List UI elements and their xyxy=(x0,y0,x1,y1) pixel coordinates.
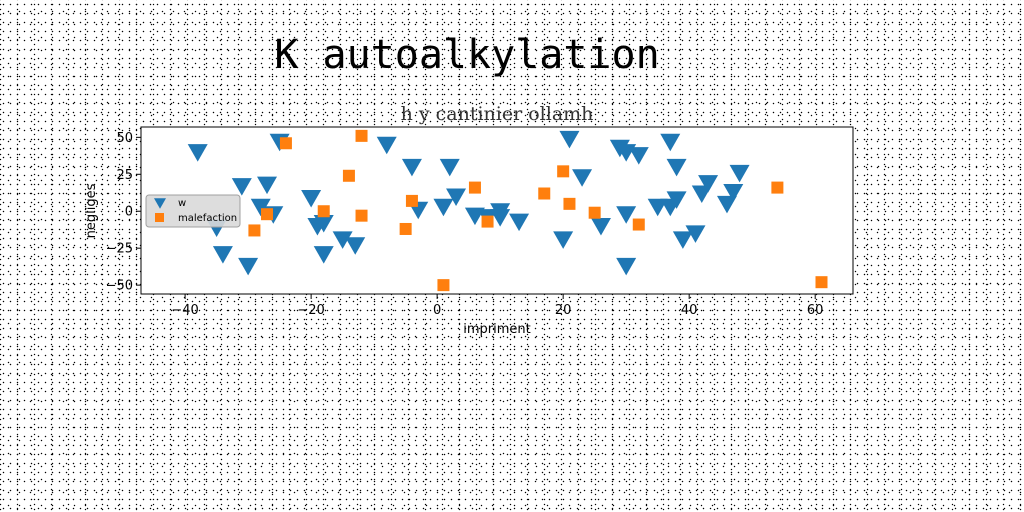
legend-marker-w xyxy=(154,198,166,209)
point-malefaction-0 xyxy=(248,224,261,237)
legend-label-w: w xyxy=(178,198,186,209)
point-w-6 xyxy=(257,176,278,195)
x-tick-label: 20 xyxy=(555,303,572,318)
y-tick-label: 25 xyxy=(116,168,133,183)
point-w-34 xyxy=(628,147,649,165)
point-w-11 xyxy=(313,215,334,233)
point-w-29 xyxy=(590,218,611,236)
point-malefaction-12 xyxy=(538,187,551,200)
x-axis-ticks: −40 −20 0 20 40 60 xyxy=(171,294,823,318)
page-title: K autoalkylation xyxy=(274,32,660,78)
point-w-5 xyxy=(250,198,271,217)
x-tick-label: 40 xyxy=(681,303,698,318)
point-w-40 xyxy=(672,231,693,249)
point-w-2 xyxy=(212,246,233,264)
point-w-44 xyxy=(716,195,737,214)
point-malefaction-8 xyxy=(405,194,418,207)
point-malefaction-4 xyxy=(342,169,355,182)
point-w-0 xyxy=(187,144,208,162)
point-w-41 xyxy=(685,225,706,243)
point-w-28 xyxy=(572,169,593,187)
point-malefaction-18 xyxy=(815,276,828,289)
point-malefaction-9 xyxy=(437,279,450,292)
point-malefaction-16 xyxy=(632,218,645,231)
x-tick-label: −40 xyxy=(171,303,198,318)
point-malefaction-11 xyxy=(481,215,494,228)
point-w-45 xyxy=(723,184,744,202)
y-axis-ticks: −50 −25 0 25 50 xyxy=(106,131,141,294)
point-w-16 xyxy=(401,158,422,177)
legend: w malefaction xyxy=(145,194,241,228)
point-w-32 xyxy=(616,206,637,224)
point-malefaction-17 xyxy=(771,181,784,194)
y-tick-label: −50 xyxy=(106,279,133,294)
point-w-27 xyxy=(559,130,580,149)
point-malefaction-3 xyxy=(317,205,330,218)
point-w-36 xyxy=(660,133,681,152)
point-malefaction-6 xyxy=(355,209,368,222)
point-w-20 xyxy=(446,188,467,206)
point-w-39 xyxy=(666,191,687,209)
y-tick-label: 0 xyxy=(125,205,133,220)
x-tick-label: 0 xyxy=(433,303,441,318)
point-w-33 xyxy=(616,257,637,276)
point-w-14 xyxy=(345,237,366,255)
point-w-9 xyxy=(301,189,322,208)
chart-subtitle: h y cantinier ollamh xyxy=(401,103,594,125)
point-w-26 xyxy=(553,231,574,249)
y-tick-label: 50 xyxy=(116,131,133,146)
point-w-4 xyxy=(238,257,259,276)
point-w-46 xyxy=(729,164,750,183)
point-w-13 xyxy=(332,231,353,249)
x-axis-label: impriment xyxy=(463,322,530,337)
point-w-18 xyxy=(433,198,454,217)
y-axis-label: negliges xyxy=(84,183,99,238)
point-w-35 xyxy=(647,198,668,217)
point-malefaction-2 xyxy=(279,137,292,150)
point-w-38 xyxy=(666,158,687,177)
point-w-15 xyxy=(376,136,397,155)
data-points xyxy=(187,129,828,292)
point-w-25 xyxy=(509,213,530,232)
point-malefaction-13 xyxy=(557,165,570,178)
point-w-24 xyxy=(490,209,511,227)
x-tick-label: −20 xyxy=(297,303,324,318)
point-malefaction-5 xyxy=(355,129,368,142)
legend-box xyxy=(145,194,241,228)
legend-label-malefaction: malefaction xyxy=(178,213,237,224)
y-tick-label: −25 xyxy=(106,242,133,257)
point-w-12 xyxy=(313,246,334,264)
point-malefaction-7 xyxy=(399,222,412,235)
point-malefaction-1 xyxy=(261,208,274,221)
point-w-19 xyxy=(439,158,460,177)
x-tick-label: 60 xyxy=(807,303,824,318)
point-malefaction-15 xyxy=(588,206,601,219)
point-malefaction-10 xyxy=(468,181,481,194)
plot-frame xyxy=(140,126,854,295)
point-malefaction-14 xyxy=(563,197,576,210)
point-w-43 xyxy=(698,175,719,193)
point-w-3 xyxy=(231,178,252,196)
legend-marker-malefaction xyxy=(155,213,164,222)
